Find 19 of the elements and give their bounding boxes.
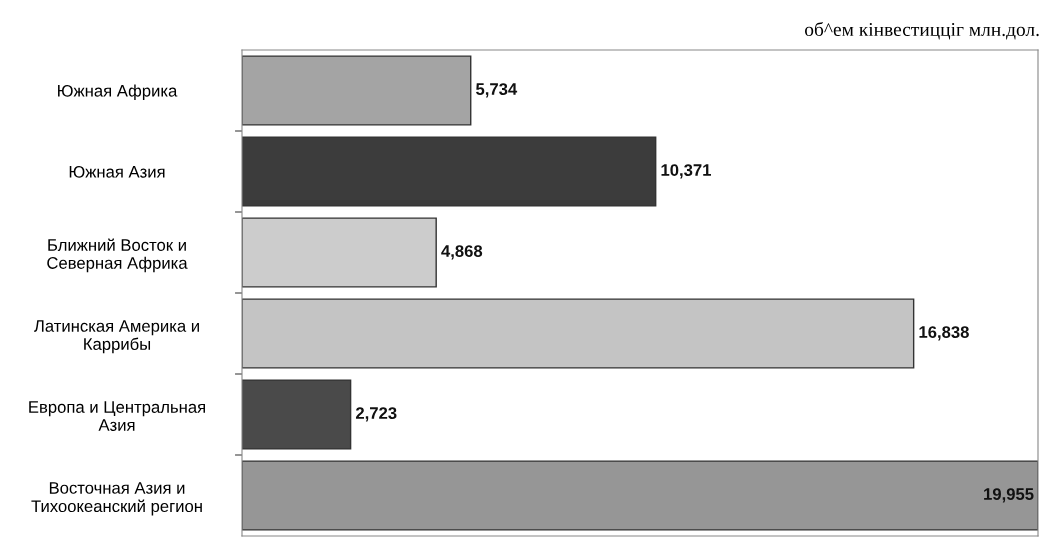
data-label: 19,955 bbox=[984, 488, 1034, 503]
data-label: 2,723 bbox=[355, 407, 397, 422]
bar bbox=[242, 460, 1038, 531]
y-tick-label: Латинская Америка и Каррибы bbox=[34, 320, 199, 354]
data-label: 4,868 bbox=[441, 245, 483, 260]
bar bbox=[242, 379, 352, 450]
bar bbox=[242, 217, 437, 288]
bar bbox=[242, 55, 472, 126]
chart-title: об^ем кінвестицціг млн.дол. bbox=[805, 21, 1039, 40]
bar bbox=[242, 298, 915, 369]
data-label: 16,838 bbox=[919, 326, 969, 341]
data-label: 10,371 bbox=[661, 164, 711, 179]
y-tick-label: Южная Азия bbox=[69, 165, 165, 178]
bar bbox=[242, 136, 657, 207]
data-label: 5,734 bbox=[476, 83, 518, 98]
y-tick-label: Ближний Восток и Северная Африка bbox=[47, 238, 188, 273]
y-tick-label: Европа и Центральная Азия bbox=[29, 401, 205, 431]
y-tick-label: Восточная Азия и Тихоокеанский регион bbox=[31, 482, 202, 516]
y-tick-label: Южная Африка bbox=[58, 84, 178, 100]
